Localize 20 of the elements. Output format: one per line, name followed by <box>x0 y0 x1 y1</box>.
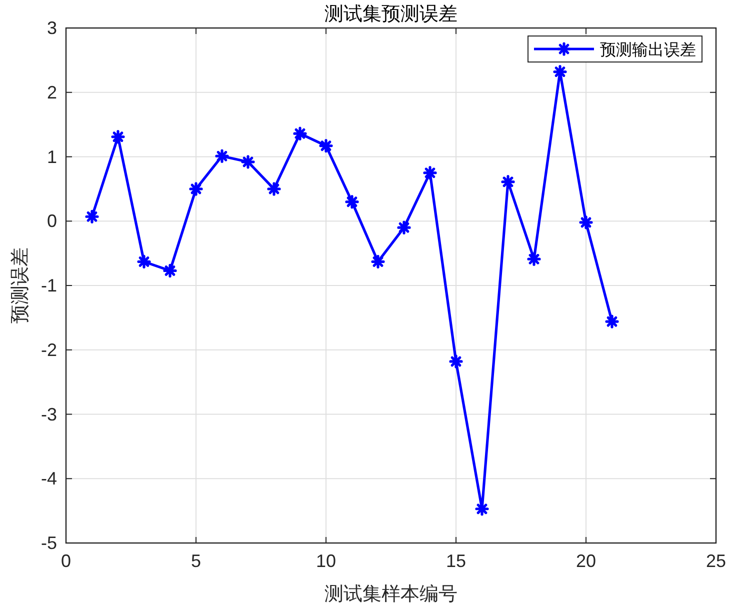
y-tick-label: 3 <box>46 18 57 38</box>
legend: 预测输出误差 <box>528 36 702 62</box>
legend-label: 预测输出误差 <box>600 40 696 59</box>
chart-title: 测试集预测误差 <box>324 3 458 25</box>
y-tick-label: -3 <box>40 404 57 424</box>
x-tick-label: 0 <box>60 551 72 571</box>
y-tick-label: -1 <box>40 276 57 296</box>
y-tick-label: 1 <box>46 146 57 167</box>
x-axis-title: 测试集样本编号 <box>324 583 458 605</box>
x-tick-label: 10 <box>316 551 336 571</box>
x-tick-label: 5 <box>190 551 202 571</box>
y-tick-label: -5 <box>40 533 57 553</box>
y-tick-label: 0 <box>46 211 57 232</box>
y-tick-label: -2 <box>40 340 57 360</box>
y-tick-label: 2 <box>46 82 57 102</box>
x-tick-label: 25 <box>706 551 726 571</box>
y-axis-title: 预测误差 <box>9 248 31 324</box>
x-tick-label: 20 <box>576 551 596 571</box>
y-tick-label: -4 <box>40 468 57 489</box>
x-tick-label: 15 <box>446 551 466 571</box>
